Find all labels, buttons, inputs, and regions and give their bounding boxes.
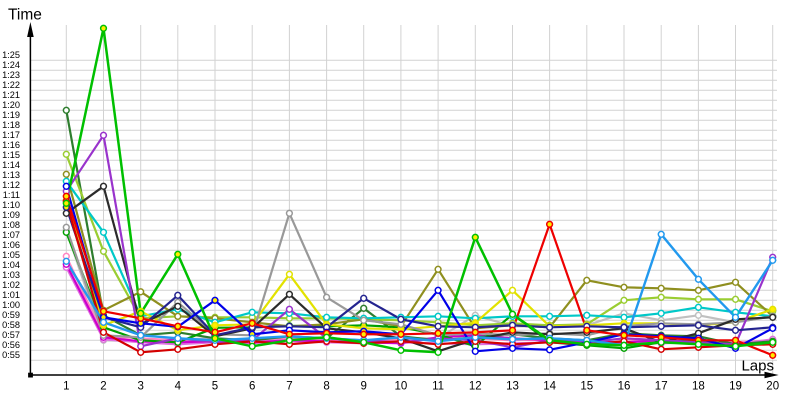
svg-text:13: 13: [506, 381, 519, 393]
svg-text:11: 11: [432, 381, 444, 393]
svg-text:7: 7: [286, 381, 292, 393]
svg-text:1:22: 1:22: [2, 80, 20, 90]
svg-text:0:57: 0:57: [2, 330, 20, 340]
svg-text:1:05: 1:05: [2, 250, 20, 260]
svg-text:1:14: 1:14: [2, 160, 20, 170]
svg-text:1:11: 1:11: [3, 190, 20, 200]
svg-text:10: 10: [395, 381, 408, 393]
svg-text:1:24: 1:24: [2, 60, 20, 70]
svg-text:4: 4: [175, 381, 182, 393]
svg-text:1:12: 1:12: [2, 180, 20, 190]
svg-text:Laps: Laps: [741, 358, 774, 375]
svg-text:0:58: 0:58: [2, 320, 20, 330]
svg-text:1:18: 1:18: [2, 120, 20, 130]
svg-text:1:01: 1:01: [2, 290, 20, 300]
svg-text:1:03: 1:03: [2, 270, 20, 280]
svg-text:6: 6: [249, 381, 255, 393]
svg-text:1:09: 1:09: [2, 210, 20, 220]
svg-text:1: 1: [63, 381, 69, 393]
svg-text:15: 15: [580, 381, 593, 393]
svg-text:1:04: 1:04: [2, 260, 20, 270]
svg-text:9: 9: [360, 381, 366, 393]
svg-text:1:21: 1:21: [2, 90, 20, 100]
svg-text:18: 18: [692, 381, 705, 393]
svg-text:16: 16: [618, 381, 631, 393]
svg-text:8: 8: [323, 381, 329, 393]
svg-text:1:15: 1:15: [2, 150, 20, 160]
svg-text:1:02: 1:02: [2, 280, 20, 290]
svg-text:Time: Time: [8, 7, 42, 24]
svg-text:1:08: 1:08: [2, 220, 20, 230]
svg-text:1:25: 1:25: [2, 50, 20, 60]
svg-text:12: 12: [469, 381, 482, 393]
svg-text:1:13: 1:13: [2, 170, 20, 180]
svg-text:1:19: 1:19: [2, 110, 20, 120]
svg-text:1:23: 1:23: [2, 70, 20, 80]
svg-text:14: 14: [543, 381, 556, 393]
svg-text:0:55: 0:55: [2, 350, 20, 360]
svg-text:20: 20: [766, 381, 779, 393]
svg-text:1:07: 1:07: [2, 230, 20, 240]
svg-text:19: 19: [729, 381, 742, 393]
svg-text:1:20: 1:20: [2, 100, 20, 110]
svg-text:0:59: 0:59: [2, 310, 20, 320]
svg-text:1:00: 1:00: [2, 300, 20, 310]
svg-text:0:56: 0:56: [2, 340, 20, 350]
svg-text:1:10: 1:10: [2, 200, 20, 210]
svg-text:1:16: 1:16: [2, 140, 20, 150]
svg-text:1:06: 1:06: [2, 240, 20, 250]
svg-text:5: 5: [212, 381, 218, 393]
svg-text:1:17: 1:17: [2, 130, 20, 140]
svg-text:17: 17: [655, 381, 668, 393]
svg-text:2: 2: [100, 381, 106, 393]
svg-text:3: 3: [137, 381, 143, 393]
